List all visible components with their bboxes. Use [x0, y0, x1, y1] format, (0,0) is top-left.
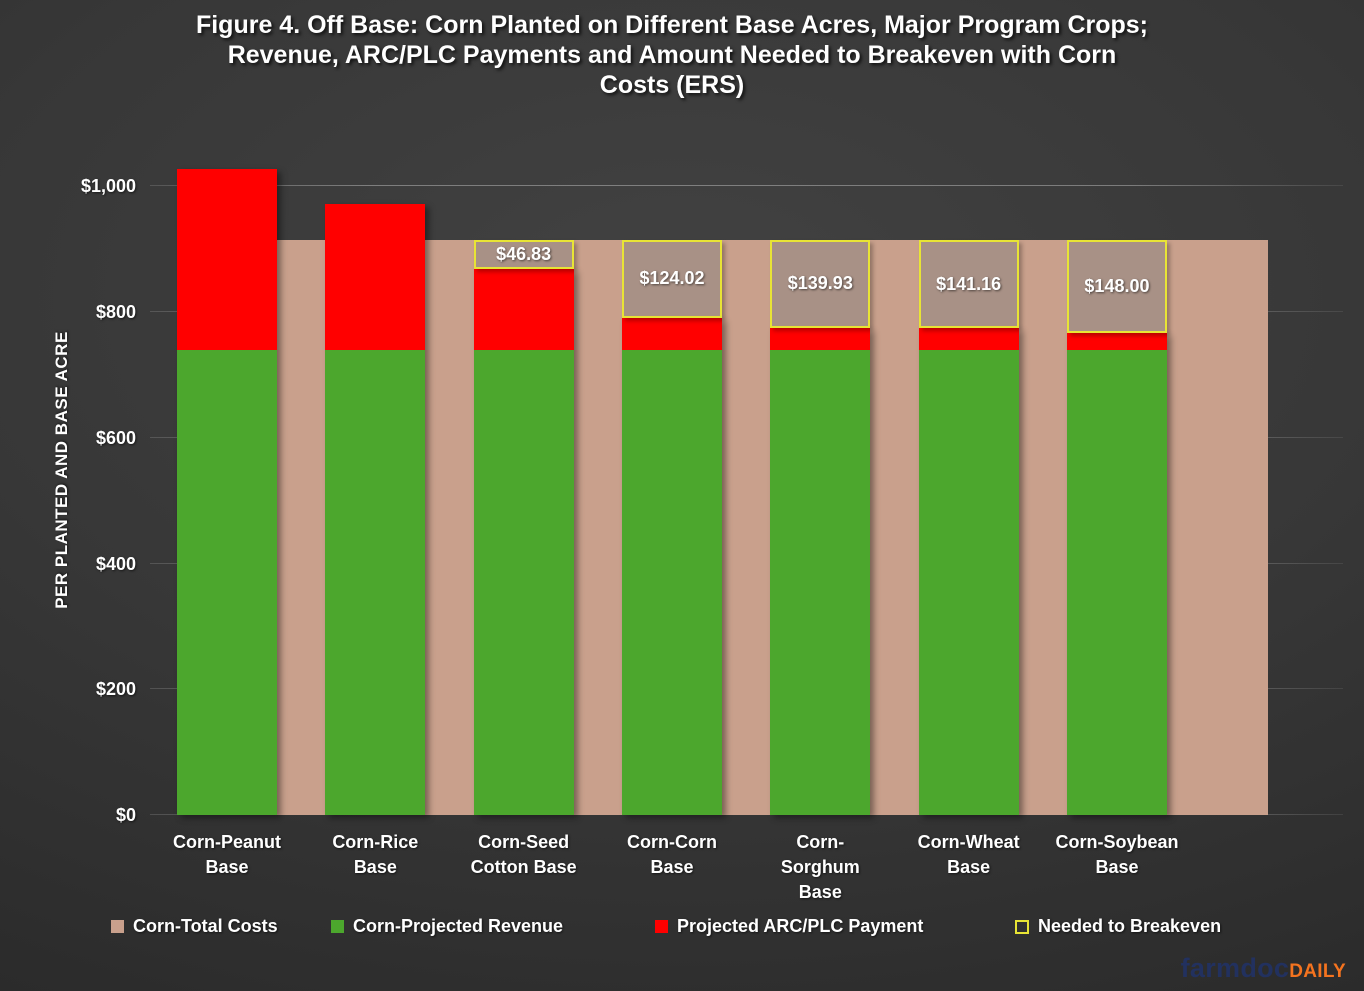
x-axis-label: Corn-Seed Cotton Base [470, 832, 577, 877]
bar-column [177, 169, 277, 815]
projected-revenue-segment [177, 349, 277, 815]
projected-revenue-segment [1066, 349, 1167, 815]
arcplc-payment-segment [177, 169, 277, 350]
y-tick-label: $600 [95, 427, 136, 448]
arcplc-payment-segment [621, 317, 722, 350]
legend-label: Corn-Total Costs [133, 916, 278, 936]
legend-swatch-outline-icon [1015, 919, 1029, 934]
breakeven-value-label: $139.93 [787, 273, 853, 294]
bar-column [325, 203, 426, 815]
legend-label: Needed to Breakeven [1038, 916, 1222, 936]
bar-column [1066, 332, 1167, 815]
breakeven-value-label: $124.02 [639, 268, 705, 289]
needed-to-breakeven-box: $46.83 [473, 239, 574, 270]
gridline [150, 185, 1343, 187]
legend-item: Corn-Projected Revenue [331, 916, 563, 937]
brand-farmdoc: farmdoc [1180, 953, 1290, 983]
bar-column [770, 327, 871, 815]
projected-revenue-segment [770, 349, 871, 815]
legend-item: Corn-Total Costs [111, 916, 278, 937]
breakeven-value-label: $148.00 [1084, 275, 1150, 296]
bar-column [621, 317, 722, 815]
breakeven-value-label: $141.16 [936, 273, 1002, 294]
y-tick-label: $200 [95, 679, 136, 700]
x-axis-label: Corn- Sorghum Base [780, 832, 860, 902]
x-axis-label: Corn-Soybean Base [1055, 832, 1179, 877]
legend-item: Projected ARC/PLC Payment [655, 916, 923, 937]
needed-to-breakeven-box: $139.93 [770, 239, 871, 328]
breakeven-value-label: $46.83 [496, 243, 552, 264]
x-axis-label: Corn-Rice Base [332, 832, 419, 877]
legend-label: Corn-Projected Revenue [353, 916, 564, 936]
legend-swatch-icon [655, 920, 668, 933]
projected-revenue-segment [621, 349, 722, 815]
arcplc-payment-segment [770, 327, 871, 350]
plot-area: $46.83 $124.02 $139.93 $141.16 $148.00 [148, 163, 1343, 815]
y-tick-label: $1,000 [80, 176, 136, 197]
brand-logo: farmdocDAILY [1181, 953, 1346, 984]
projected-revenue-segment [473, 349, 574, 815]
brand-daily: DAILY [1289, 961, 1346, 982]
legend-label: Projected ARC/PLC Payment [677, 916, 924, 936]
needed-to-breakeven-box: $148.00 [1066, 239, 1167, 333]
bar-column [918, 328, 1019, 815]
arcplc-payment-segment [1066, 332, 1167, 350]
chart-title: Figure 4. Off Base: Corn Planted on Diff… [195, 11, 1149, 99]
arcplc-payment-segment [473, 269, 574, 350]
bar-column [473, 269, 574, 815]
x-axis-label: Corn-Peanut Base [173, 832, 281, 877]
projected-revenue-segment [325, 349, 426, 815]
arcplc-payment-segment [325, 203, 426, 350]
legend-swatch-icon [331, 920, 344, 933]
arcplc-payment-segment [918, 328, 1019, 350]
legend-swatch-icon [111, 920, 124, 933]
needed-to-breakeven-box: $124.02 [621, 239, 722, 318]
needed-to-breakeven-box: $141.16 [918, 239, 1019, 329]
y-tick-label: $0 [115, 805, 136, 825]
x-axis-label: Corn-Wheat Base [917, 832, 1020, 877]
y-tick-label: $800 [95, 302, 136, 322]
y-tick-label: $400 [95, 553, 136, 574]
projected-revenue-segment [918, 349, 1019, 815]
legend-item: Needed to Breakeven [1015, 916, 1221, 937]
x-axis-label: Corn-Corn Base [626, 832, 717, 877]
